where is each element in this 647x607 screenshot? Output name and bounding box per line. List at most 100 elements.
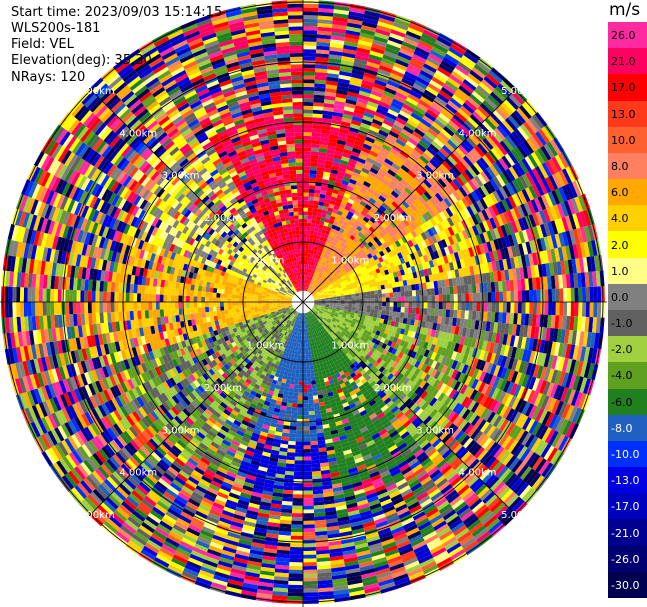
ray-gate	[479, 102, 493, 116]
ray-gate	[536, 289, 541, 302]
ray-gate	[459, 259, 466, 269]
ray-gate	[330, 288, 335, 292]
ray-gate	[472, 292, 477, 302]
ray-gate	[515, 177, 525, 191]
ray-gate	[306, 275, 309, 280]
ray-gate	[351, 296, 356, 300]
ray-gate	[323, 267, 328, 272]
ray-gate	[356, 133, 367, 140]
ray-gate	[486, 241, 493, 253]
ray-gate	[324, 164, 333, 170]
ray-gate	[382, 302, 387, 307]
ray-gate	[440, 230, 448, 240]
ray-gate	[463, 276, 469, 286]
ray-gate	[366, 308, 371, 313]
ray-gate	[500, 80, 514, 94]
ray-gate	[323, 221, 329, 227]
ray-gate	[450, 117, 463, 129]
ray-gate	[558, 315, 564, 330]
ray-gate	[317, 259, 322, 265]
ray-gate	[337, 135, 347, 142]
ray-gate	[365, 213, 372, 220]
ray-gate	[335, 143, 346, 149]
ray-gate	[323, 282, 328, 287]
ray-gate	[499, 248, 507, 260]
ray-gate	[576, 227, 584, 244]
ray-gate	[480, 263, 486, 274]
ray-gate	[461, 197, 470, 208]
ray-gate	[287, 584, 303, 589]
ray-gate	[417, 234, 425, 243]
ray-gate	[364, 284, 370, 289]
ray-gate	[339, 128, 349, 135]
ray-gate	[369, 125, 380, 134]
ray-gate	[340, 283, 346, 288]
ray-gate	[335, 273, 340, 278]
ray-gate	[389, 72, 403, 82]
ray-gate	[414, 235, 421, 244]
ray-gate	[303, 83, 315, 88]
ray-gate	[324, 218, 330, 224]
ray-gate	[376, 154, 387, 162]
ray-gate	[546, 141, 559, 157]
ray-gate	[313, 90, 326, 96]
ray-gate	[428, 53, 443, 64]
ray-gate	[314, 298, 318, 301]
ray-gate	[389, 272, 395, 279]
ray-gate	[317, 163, 325, 168]
ray-gate	[400, 228, 408, 237]
ray-gate	[524, 278, 530, 291]
ray-gate	[446, 77, 461, 89]
ray-gate	[312, 277, 315, 282]
ray-gate	[349, 207, 356, 214]
ray-gate	[317, 287, 322, 291]
ray-gate	[285, 410, 292, 415]
ray-gate	[374, 79, 387, 88]
ray-gate	[385, 288, 390, 294]
ray-gate	[303, 196, 309, 201]
ray-gate	[416, 249, 423, 258]
ray-gate	[388, 36, 404, 45]
ray-gate	[316, 41, 331, 47]
ray-gate	[525, 302, 530, 314]
ray-gate	[388, 244, 395, 252]
ray-gate	[541, 263, 548, 277]
ray-gate	[374, 294, 379, 299]
ray-gate	[402, 218, 410, 227]
ray-gate	[449, 309, 454, 318]
ray-gate	[375, 281, 381, 287]
ray-gate	[314, 189, 321, 194]
ray-gate	[337, 78, 351, 85]
ray-gate	[378, 17, 394, 26]
ray-gate	[388, 230, 395, 238]
ray-gate	[303, 237, 307, 242]
ray-gate	[405, 273, 411, 281]
ray-gate	[513, 256, 520, 269]
ray-gate	[326, 72, 340, 79]
ray-gate	[420, 223, 428, 233]
ray-gate	[423, 288, 428, 296]
ray-gate	[331, 115, 343, 122]
ray-gate	[318, 288, 322, 292]
ray-gate	[474, 145, 485, 158]
ray-gate	[489, 240, 497, 252]
ray-gate	[459, 276, 465, 286]
ray-gate	[313, 200, 319, 206]
ray-gate	[547, 221, 555, 236]
ray-gate	[311, 246, 315, 251]
ray-gate	[303, 226, 307, 231]
ray-gate	[574, 302, 579, 317]
ray-gate	[429, 251, 436, 261]
ray-gate	[347, 280, 353, 285]
ray-gate	[522, 173, 532, 188]
ray-gate	[491, 302, 496, 313]
ray-gate	[303, 143, 312, 148]
ray-gate	[297, 396, 303, 401]
ray-gate	[303, 260, 306, 265]
ray-gate	[332, 220, 339, 227]
ray-gate	[555, 302, 560, 316]
ray-gate	[395, 281, 400, 288]
ray-gate	[474, 175, 484, 187]
ray-gate	[385, 137, 396, 146]
ray-gate	[528, 277, 533, 291]
